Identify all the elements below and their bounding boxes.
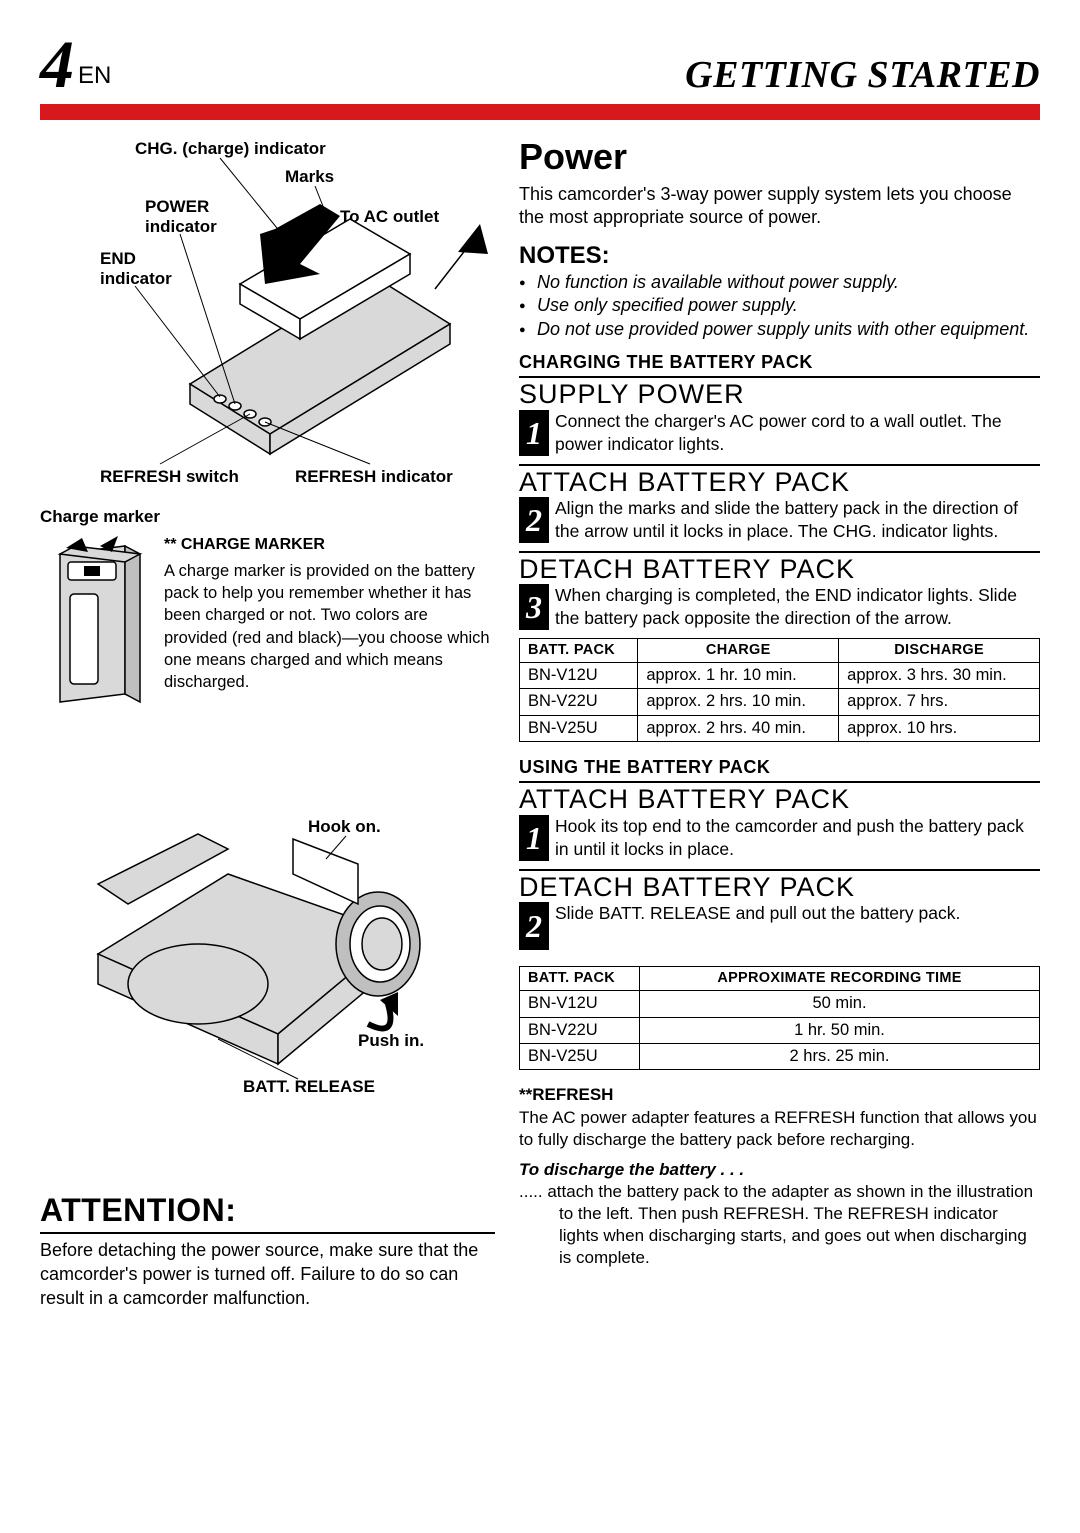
- step-title: SUPPLY POWER: [519, 380, 1040, 410]
- attention-heading: ATTENTION:: [40, 1190, 495, 1234]
- step-number: 1: [519, 410, 549, 456]
- charge-marker-body: A charge marker is provided on the batte…: [164, 560, 495, 694]
- step-number: 2: [519, 902, 549, 950]
- step-title: ATTACH BATTERY PACK: [519, 468, 1040, 498]
- charging-subhead: CHARGING THE BATTERY PACK: [519, 351, 1040, 374]
- step-number: 3: [519, 584, 549, 630]
- page-number: 4 EN: [40, 30, 111, 98]
- charge-step-3: DETACH BATTERY PACK 3 When charging is c…: [519, 551, 1040, 630]
- charger-diagram: CHG. (charge) indicator Marks POWER indi…: [40, 134, 495, 500]
- svg-text:Push in.: Push in.: [358, 1031, 424, 1050]
- table-row: BN-V22Uapprox. 2 hrs. 10 min.approx. 7 h…: [520, 689, 1040, 715]
- label-chg: CHG. (charge) indicator: [135, 139, 326, 158]
- step-number: 1: [519, 815, 549, 861]
- battery-illustration: [40, 534, 150, 724]
- page-number-digit: 4: [40, 30, 74, 98]
- charge-marker-heading: ** CHARGE MARKER: [164, 534, 495, 556]
- svg-text:BATT. RELEASE: BATT. RELEASE: [243, 1077, 375, 1094]
- label-marks: Marks: [285, 167, 334, 186]
- note-item: Do not use provided power supply units w…: [519, 318, 1040, 341]
- step-title: DETACH BATTERY PACK: [519, 873, 1040, 903]
- svg-text:Hook on.: Hook on.: [308, 817, 381, 836]
- table-row: BN-V25Uapprox. 2 hrs. 40 min.approx. 10 …: [520, 715, 1040, 741]
- step-number: 2: [519, 497, 549, 543]
- notes-heading: NOTES:: [519, 240, 1040, 271]
- power-intro: This camcorder's 3-way power supply syst…: [519, 183, 1040, 230]
- step-title: DETACH BATTERY PACK: [519, 555, 1040, 585]
- col-batt: BATT. PACK: [520, 967, 640, 991]
- charge-table: BATT. PACK CHARGE DISCHARGE BN-V12Uappro…: [519, 638, 1040, 742]
- label-refresh-sw: REFRESH switch: [100, 467, 239, 486]
- charge-step-1: SUPPLY POWER 1 Connect the charger's AC …: [519, 376, 1040, 455]
- recording-table: BATT. PACK APPROXIMATE RECORDING TIME BN…: [519, 966, 1040, 1070]
- step-title: ATTACH BATTERY PACK: [519, 785, 1040, 815]
- charge-marker-label: Charge marker: [40, 506, 495, 528]
- power-title: Power: [519, 134, 1040, 181]
- svg-text:indicator: indicator: [100, 269, 172, 288]
- attention-block: ATTENTION: Before detaching the power so…: [40, 1190, 495, 1310]
- page-header: 4 EN GETTING STARTED: [40, 30, 1040, 98]
- note-item: Use only specified power supply.: [519, 294, 1040, 317]
- table-header-row: BATT. PACK CHARGE DISCHARGE: [520, 638, 1040, 662]
- col-rectime: APPROXIMATE RECORDING TIME: [640, 967, 1040, 991]
- col-batt: BATT. PACK: [520, 638, 638, 662]
- table-row: BN-V12Uapprox. 1 hr. 10 min.approx. 3 hr…: [520, 662, 1040, 688]
- table-header-row: BATT. PACK APPROXIMATE RECORDING TIME: [520, 967, 1040, 991]
- using-step-2: DETACH BATTERY PACK 2 Slide BATT. RELEAS…: [519, 869, 1040, 951]
- page-lang: EN: [78, 64, 111, 88]
- notes-list: No function is available without power s…: [519, 271, 1040, 341]
- refresh-sub: To discharge the battery . . .: [519, 1159, 1040, 1181]
- col-discharge: DISCHARGE: [839, 638, 1040, 662]
- svg-text:END: END: [100, 249, 136, 268]
- camcorder-diagram: Hook on. Push in.: [40, 814, 495, 1100]
- table-row: BN-V25U2 hrs. 25 min.: [520, 1044, 1040, 1070]
- charge-marker-row: ** CHARGE MARKER A charge marker is prov…: [40, 534, 495, 724]
- step-body: Align the marks and slide the battery pa…: [555, 497, 1040, 543]
- refresh-body2: attach the battery pack to the adapter a…: [519, 1181, 1040, 1269]
- note-item: No function is available without power s…: [519, 271, 1040, 294]
- step-body: Connect the charger's AC power cord to a…: [555, 410, 1040, 456]
- step-body: Slide BATT. RELEASE and pull out the bat…: [555, 902, 1040, 950]
- step-body: Hook its top end to the camcorder and pu…: [555, 815, 1040, 861]
- attention-body: Before detaching the power source, make …: [40, 1238, 495, 1311]
- label-refresh-ind: REFRESH indicator: [295, 467, 453, 486]
- chapter-title: GETTING STARTED: [685, 56, 1040, 98]
- step-body: When charging is completed, the END indi…: [555, 584, 1040, 630]
- charge-step-2: ATTACH BATTERY PACK 2 Align the marks an…: [519, 464, 1040, 543]
- label-power1: POWER: [145, 197, 209, 216]
- refresh-body1: The AC power adapter features a REFRESH …: [519, 1107, 1040, 1151]
- using-step-1: ATTACH BATTERY PACK 1 Hook its top end t…: [519, 781, 1040, 860]
- table-row: BN-V12U50 min.: [520, 991, 1040, 1017]
- table-row: BN-V22U1 hr. 50 min.: [520, 1017, 1040, 1043]
- col-charge: CHARGE: [638, 638, 839, 662]
- label-power2: indicator: [145, 217, 217, 236]
- refresh-heading: **REFRESH: [519, 1084, 1040, 1106]
- header-red-bar: [40, 104, 1040, 120]
- using-subhead: USING THE BATTERY PACK: [519, 756, 1040, 779]
